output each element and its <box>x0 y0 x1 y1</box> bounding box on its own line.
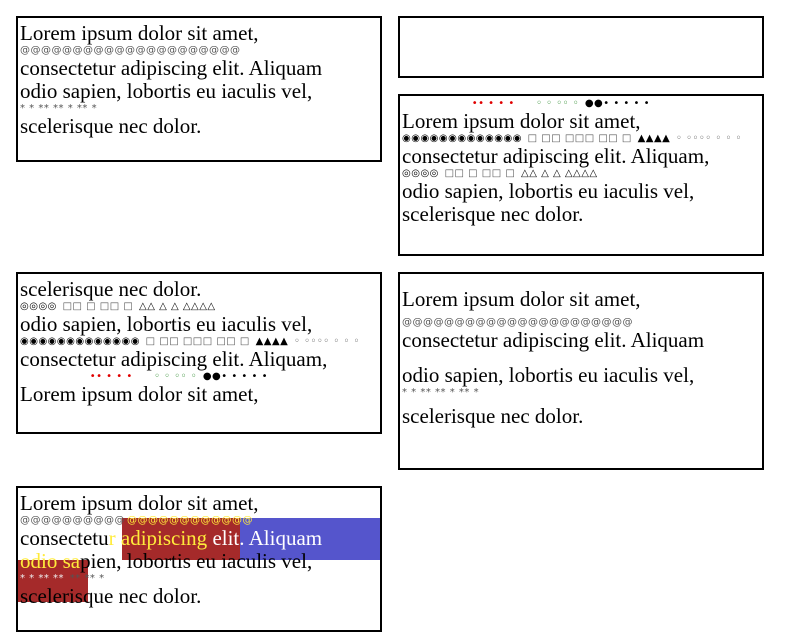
text-line: consectetur adipiscing elit. Aliquam <box>402 328 705 352</box>
black-dots: ●●• • • • • <box>202 371 268 382</box>
triangle-marks: ▲▲▲▲ <box>255 336 289 347</box>
triangle-marks: △△ △ △ △△△△ <box>139 301 216 312</box>
text-line: Lorem ipsum dolor sit amet, <box>402 109 641 133</box>
text-block-5: Lorem ipsum dolor sit amet, @@@@@@@@@@@@… <box>398 272 764 470</box>
text-line: Lorem ipsum dolor sit amet, <box>402 287 641 311</box>
highlighted-segment: odio sa <box>20 549 81 573</box>
green-dots: ◦ ◦ ◦◦ ◦ <box>154 371 198 382</box>
circle-marks: ◉◉◉◉◉◉◉◉◉◉◉◉◉ <box>402 133 522 144</box>
text-block-selected: Lorem ipsum dolor sit amet, @@@@@@@@@@ @@… <box>16 486 382 632</box>
star-marks-left: * * ** ** <box>20 573 65 584</box>
red-dots: •• • • • <box>471 98 515 109</box>
text-line: consectetur adipiscing elit. Aliquam, <box>402 144 710 168</box>
text-segment: pien, lobortis eu iaculis vel, <box>80 549 313 573</box>
text-block-4: scelerisque nec dolor. ◎◎◎◎ □□ □ □□ □ △△… <box>16 272 382 434</box>
circle-marks: ◉◉◉◉◉◉◉◉◉◉◉◉◉ <box>20 336 140 347</box>
red-dots: •• • • • <box>89 371 133 382</box>
green-dots: ◦ ◦ ◦◦ ◦ <box>536 98 580 109</box>
text-line: odio sapien, lobortis eu iaculis vel, <box>18 550 380 573</box>
shape-marks: ◎◎◎◎ □□ □ □□ □ △△ △ △ △△△△ <box>400 168 762 180</box>
at-marks-left: @@@@@@@@@@ <box>20 515 125 526</box>
square-marks: □□ □ □□ □ <box>444 168 516 179</box>
selection-highlight-red <box>18 560 88 602</box>
square-marks: □□ □ □□ □ <box>62 301 134 312</box>
at-marks-right: @@@@@@@@@@@@ <box>127 515 253 526</box>
text-line: odio sapien, lobortis eu iaculis vel, <box>402 179 695 203</box>
star-marks: * * ** ** * ** * <box>20 103 98 114</box>
triangle-marks: △△ △ △ △△△△ <box>521 168 598 179</box>
text-line: Lorem ipsum dolor sit amet, <box>20 21 259 45</box>
text-block-1: Lorem ipsum dolor sit amet, @@@@@@@@@@@@… <box>16 16 382 162</box>
text-line: consectetur adipiscing elit. Aliquam <box>18 527 380 550</box>
black-dots: ●●• • • • • <box>584 98 650 109</box>
text-line: consectetur adipiscing elit. Aliquam, <box>20 347 328 371</box>
circle-marks: ◎◎◎◎ <box>402 168 439 179</box>
empty-block <box>398 16 764 78</box>
star-marks-right: ** ** * <box>69 573 105 584</box>
shape-marks: ◉◉◉◉◉◉◉◉◉◉◉◉◉ □ □□ □□□ □□ □ ▲▲▲▲ ◦ ◦◦◦◦ … <box>18 336 380 348</box>
text-line: scelerisque nec dolor. <box>402 202 584 226</box>
text-line: scelerisque nec dolor. <box>402 404 584 428</box>
shape-marks: ◉◉◉◉◉◉◉◉◉◉◉◉◉ □ □□ □□□ □□ □ ▲▲▲▲ ◦ ◦◦◦◦ … <box>400 133 762 145</box>
text-line: scelerisque nec dolor. <box>20 277 202 301</box>
small-circle-marks: ◦ ◦◦◦◦ ◦ ◦ ◦ <box>676 133 742 144</box>
star-marks: * * ** ** * ** * <box>402 387 480 398</box>
text-block-3: •• • • • ◦ ◦ ◦◦ ◦ ●●• • • • • Lorem ipsu… <box>398 94 764 256</box>
dot-marks: •• • • • ◦ ◦ ◦◦ ◦ ●●• • • • • <box>400 98 762 110</box>
text-line: scelerisque nec dolor. <box>20 114 202 138</box>
shape-marks: ◎◎◎◎ □□ □ □□ □ △△ △ △ △△△△ <box>18 301 380 313</box>
text-line: odio sapien, lobortis eu iaculis vel, <box>402 363 695 387</box>
text-line: odio sapien, lobortis eu iaculis vel, <box>20 79 313 103</box>
text-line: Lorem ipsum dolor sit amet, <box>20 382 259 406</box>
highlighted-segment: r adipiscing <box>108 526 208 550</box>
triangle-marks: ▲▲▲▲ <box>637 133 671 144</box>
text-line: Lorem ipsum dolor sit amet, <box>20 491 259 515</box>
square-marks: □ □□ □□□ □□ □ <box>145 336 250 347</box>
at-marks: @@@@@@@@@@@@@@@@@@@@@@ <box>18 515 380 527</box>
text-line: odio sapien, lobortis eu iaculis vel, <box>20 312 313 336</box>
selection-highlight-red <box>122 518 240 560</box>
square-marks: □ □□ □□□ □□ □ <box>527 133 632 144</box>
text-line: scelerisque nec dolor. <box>20 584 202 608</box>
at-marks: @@@@@@@@@@@@@@@@@@@@@@ <box>402 317 633 328</box>
highlighted-segment: elit. Aliquam <box>207 526 323 550</box>
text-segment: consectetu <box>20 526 109 550</box>
small-circle-marks: ◦ ◦◦◦◦ ◦ ◦ ◦ <box>294 336 360 347</box>
text-line: consectetur adipiscing elit. Aliquam <box>20 56 323 80</box>
star-marks: * * ** ** ** ** * <box>18 573 380 585</box>
at-marks: @@@@@@@@@@@@@@@@@@@@@ <box>20 45 241 56</box>
dot-marks: •• • • • ◦ ◦ ◦◦ ◦ ●●• • • • • <box>18 371 380 383</box>
circle-marks: ◎◎◎◎ <box>20 301 57 312</box>
